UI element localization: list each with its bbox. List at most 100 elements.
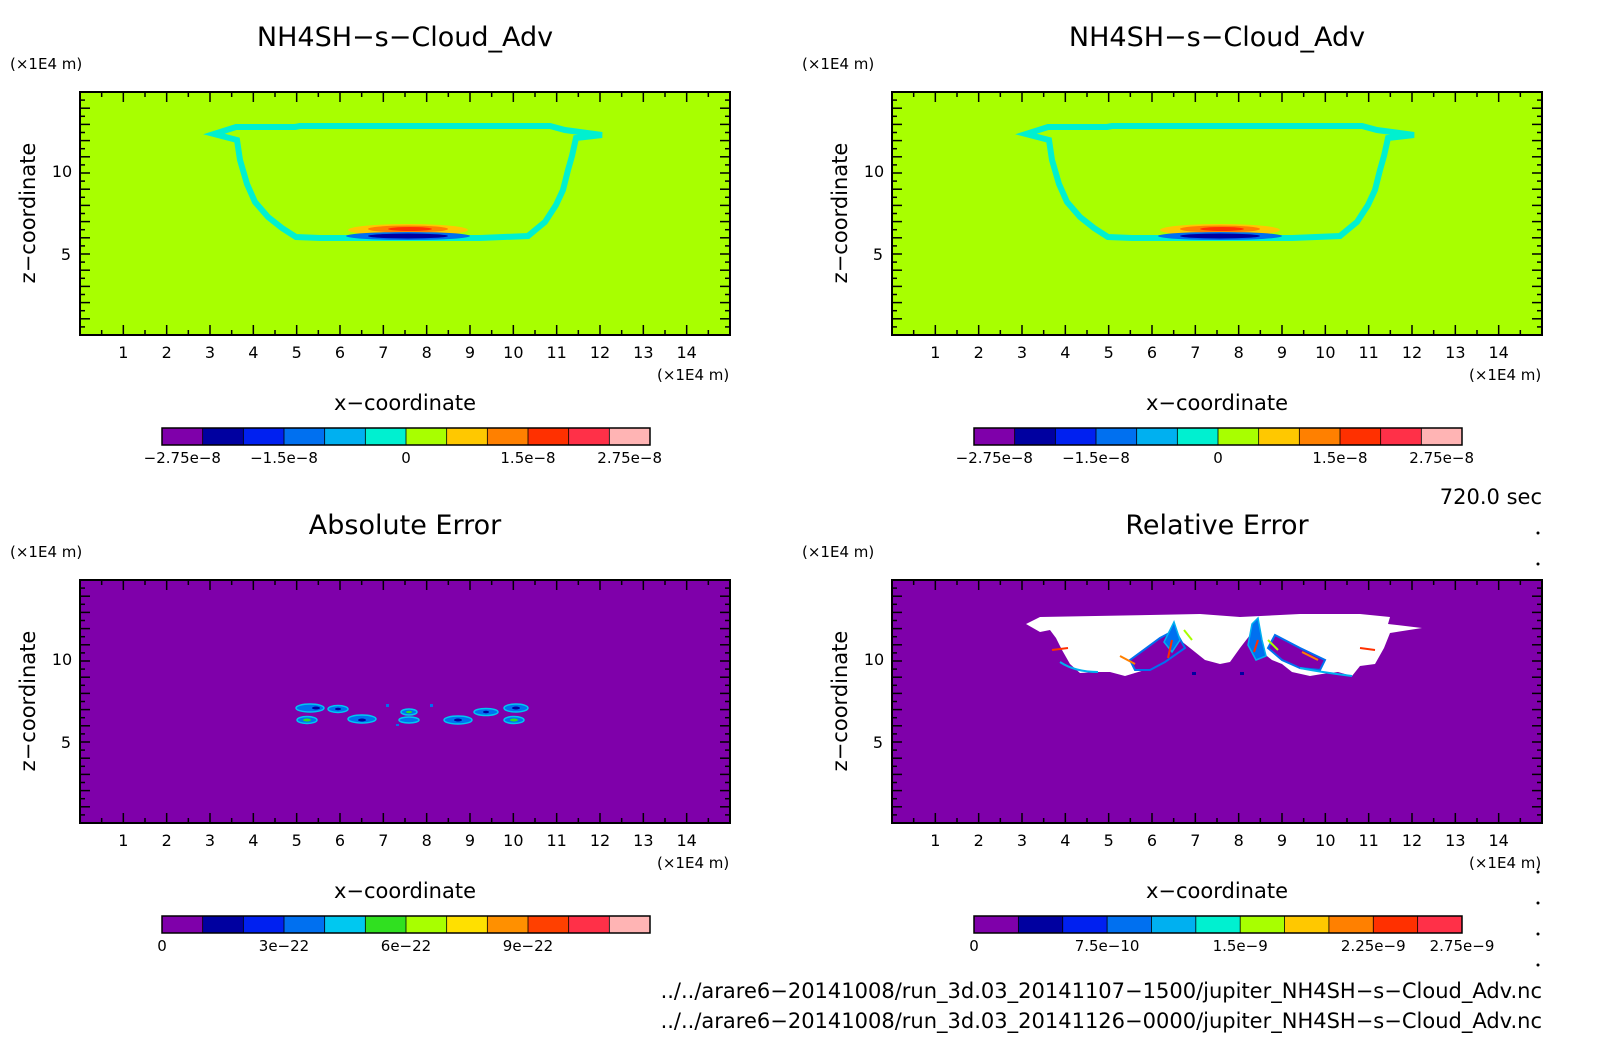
x-tick-label: 7 [1190, 343, 1200, 362]
x-tick-label: 14 [1488, 831, 1508, 850]
x-tick-label: 1 [930, 343, 940, 362]
colorbar-swatch [1018, 916, 1064, 933]
x-tick-label: 2 [974, 343, 984, 362]
x-tick-marks-group: 1 2 3 4 5 6 7 8 9 10 11 12 13 14 [100, 580, 710, 850]
x-tick-label: 5 [292, 343, 302, 362]
colorbar-label: 1.5e−8 [1312, 449, 1367, 467]
x-tick-label: 9 [465, 343, 475, 362]
x-tick-label: 1 [118, 343, 128, 362]
x-tick-label: 14 [676, 831, 696, 850]
x-tick-label: 2 [974, 831, 984, 850]
panel-title: Relative Error [1125, 510, 1309, 541]
colorbar-swatch [446, 916, 488, 933]
colorbar-swatch [284, 428, 326, 445]
error-specks [386, 704, 433, 726]
x-tick-label: 8 [422, 831, 432, 850]
plot-area [80, 580, 730, 823]
x-tick-label: 8 [1234, 831, 1244, 850]
x-tick-label: 4 [1060, 343, 1070, 362]
y-tick-label-10: 10 [864, 650, 884, 669]
colorbar-label: 1.5e−9 [1213, 937, 1268, 955]
x-tick-label: 11 [546, 343, 566, 362]
colorbar-label: 0 [401, 449, 411, 467]
y-tick-label-5: 5 [873, 245, 883, 264]
colorbar-swatch [284, 916, 326, 933]
colorbar-frame [973, 915, 1463, 934]
x-tick-marks-group: 1 2 3 4 5 6 7 8 9 10 11 12 13 14 [912, 580, 1522, 850]
x-tick-label: 1 [118, 831, 128, 850]
y-tick-marks-group [892, 99, 1542, 328]
error-blob-peaks [312, 706, 520, 722]
colorbar-swatch [1284, 916, 1330, 933]
x-tick-label: 6 [335, 831, 345, 850]
colorbar-swatch [162, 916, 204, 933]
x-tick-label: 6 [1147, 343, 1157, 362]
x-tick-label: 13 [633, 343, 653, 362]
colorbar-swatch [1328, 916, 1374, 933]
x-tick-label: 5 [1104, 831, 1114, 850]
plot-area [892, 92, 1542, 335]
colorbar: 0 7.5e−10 1.5e−9 2.25e−9 2.75e−9 [969, 915, 1494, 955]
x-tick-label: 2 [162, 343, 172, 362]
plot-area [80, 92, 730, 335]
file-path-1: ../../arare6−20141008/run_3d.03_20141107… [661, 979, 1542, 1004]
x-unit-label: (×1E4 m) [1469, 854, 1541, 872]
y-unit-label: (×1E4 m) [10, 55, 82, 73]
colorbar-swatch [1014, 428, 1056, 445]
y-axis-label: z−coordinate [16, 143, 40, 284]
colorbar-swatch [1380, 428, 1422, 445]
colorbar-label: −1.5e−8 [1062, 449, 1130, 467]
x-tick-label: 3 [1017, 831, 1027, 850]
y-tick-label-10: 10 [52, 650, 72, 669]
x-tick-label: 4 [1060, 831, 1070, 850]
colorbar-label: 1.5e−8 [500, 449, 555, 467]
colorbar-label: 0 [1213, 449, 1223, 467]
colorbar-label: 6e−22 [381, 937, 431, 955]
x-tick-label: 3 [1017, 343, 1027, 362]
x-tick-label: 11 [1358, 343, 1378, 362]
colorbar-label: −2.75e−8 [144, 449, 221, 467]
colorbar-frame [161, 915, 651, 934]
colorbar-swatch [1340, 428, 1382, 445]
y-tick-label-5: 5 [61, 733, 71, 752]
x-tick-label: 1 [930, 831, 940, 850]
colorbar-label: 9e−22 [503, 937, 553, 955]
x-tick-label: 13 [1445, 831, 1465, 850]
x-tick-label: 13 [633, 831, 653, 850]
error-blobs [295, 703, 529, 726]
x-tick-label: 10 [503, 831, 523, 850]
x-tick-label: 8 [1234, 343, 1244, 362]
y-unit-label: (×1E4 m) [10, 543, 82, 561]
x-tick-label: 9 [1277, 343, 1287, 362]
cloud-boundary-contour [1015, 123, 1415, 241]
x-unit-label: (×1E4 m) [657, 854, 729, 872]
colorbar-swatch [487, 428, 529, 445]
x-tick-label: 10 [1315, 343, 1335, 362]
colorbar-label: 3e−22 [259, 937, 309, 955]
x-axis-label: x−coordinate [1146, 879, 1288, 903]
colorbar-swatch [1096, 428, 1138, 445]
x-tick-label: 11 [546, 831, 566, 850]
time-label: 720.0 sec [1440, 485, 1542, 509]
x-tick-label: 4 [248, 831, 258, 850]
colorbar-label: 0 [969, 937, 979, 955]
x-tick-label: 6 [1147, 831, 1157, 850]
negative-anomaly-core [1180, 233, 1260, 239]
x-tick-marks-group: 1 2 3 4 5 6 7 8 9 10 11 12 13 14 [100, 92, 710, 362]
y-tick-marks-group [80, 587, 730, 816]
x-tick-label: 7 [378, 343, 388, 362]
error-blob-group [295, 703, 529, 725]
colorbar-swatch [446, 428, 488, 445]
x-tick-label: 11 [1358, 831, 1378, 850]
x-axis-label: x−coordinate [334, 879, 476, 903]
colorbar-swatch [1258, 428, 1300, 445]
colorbar-label: 7.5e−10 [1075, 937, 1140, 955]
relative-error-specks [1192, 672, 1244, 675]
panel-title: Absolute Error [309, 510, 502, 541]
colorbar-swatch [568, 916, 610, 933]
x-unit-label: (×1E4 m) [657, 366, 729, 384]
colorbar-swatch [1107, 916, 1152, 933]
x-tick-label: 10 [1315, 831, 1335, 850]
colorbar-swatch [406, 428, 448, 445]
